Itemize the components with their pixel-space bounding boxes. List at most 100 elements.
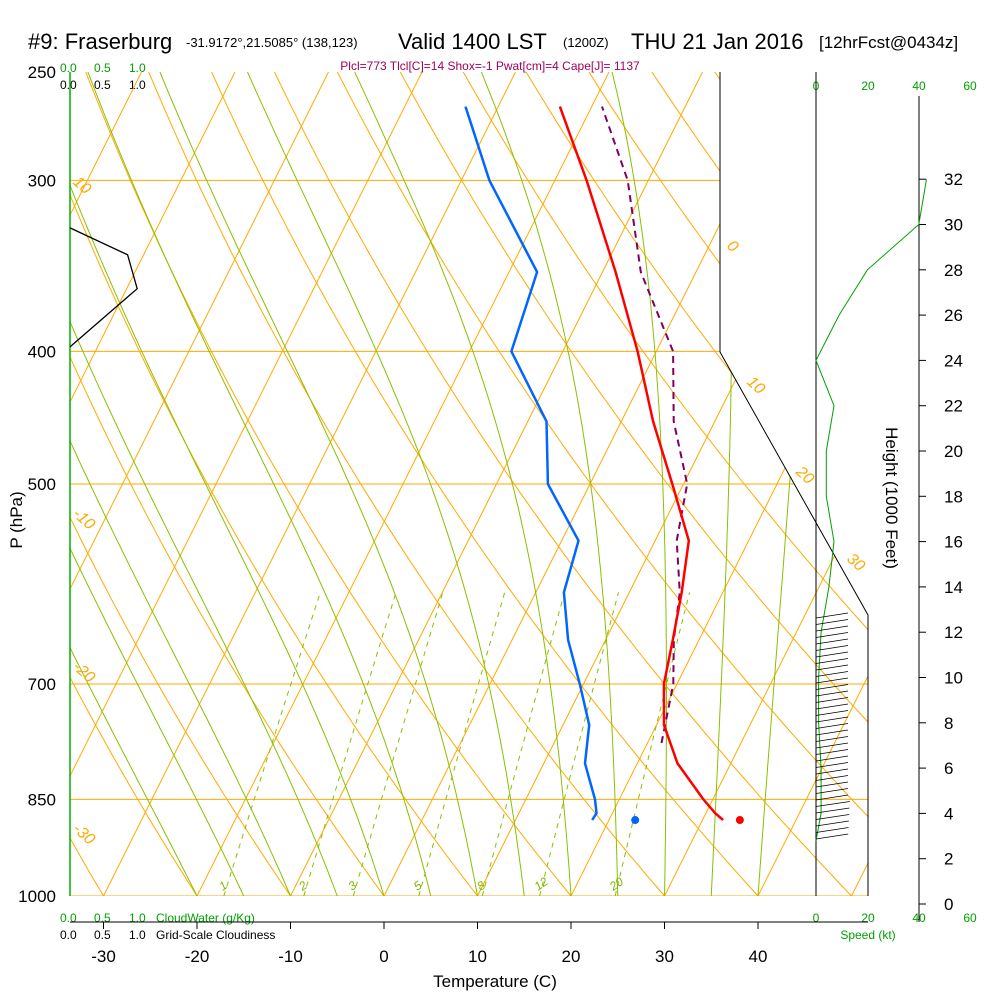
wind-barb — [816, 794, 849, 801]
moist-adiabat-line — [70, 72, 198, 896]
mixing-ratio-line — [223, 592, 321, 896]
right-boundary-line — [719, 72, 869, 896]
mixing-ratio-label: 12 — [532, 874, 551, 893]
height-tick-label: 12 — [944, 623, 963, 642]
dry-adiabat-line — [70, 72, 478, 896]
wind-barb — [816, 820, 849, 827]
height-tick-label: 30 — [944, 216, 963, 235]
speed-tick: 40 — [912, 79, 926, 93]
mixing-ratio-label: 2 — [295, 878, 310, 894]
isotherm-label: 10 — [743, 373, 768, 398]
height-tick-label: 10 — [944, 669, 963, 688]
wind-barb — [816, 814, 850, 820]
dewpoint-line — [464, 106, 598, 821]
temperature-tick-label: 0 — [379, 947, 388, 966]
height-tick-label: 8 — [944, 714, 953, 733]
wind-barb — [816, 762, 849, 768]
wind-barb — [816, 664, 849, 671]
pressure-tick-label: 850 — [28, 790, 56, 809]
wind-barb — [816, 645, 849, 651]
moist-adiabat-line — [611, 72, 667, 896]
height-tick-label: 26 — [944, 306, 963, 325]
dry-adiabat-line — [336, 72, 868, 896]
moist-adiabat-line — [70, 72, 338, 896]
isotherm-line — [664, 72, 868, 896]
dry-adiabat-line — [399, 72, 868, 896]
wind-barb — [816, 807, 850, 814]
speed-profile-line — [815, 179, 927, 841]
wind-barb — [816, 638, 849, 645]
mixing-ratio-line — [303, 592, 397, 896]
cloudwater-tick: 0.0 — [60, 911, 77, 925]
height-tick-label: 22 — [944, 397, 963, 416]
wind-barb — [816, 710, 849, 716]
cloudwater-profile-line — [69, 227, 138, 348]
sounding-curves — [69, 106, 744, 825]
valid-date: THU 21 Jan 2016 — [631, 29, 803, 54]
temperature-tick-label: 30 — [655, 947, 674, 966]
dry-adiabat-line — [148, 72, 665, 896]
speed-tick: 0 — [813, 911, 820, 925]
temperature-tick-label: 10 — [468, 947, 487, 966]
temperature-tick-label: 20 — [562, 947, 581, 966]
speed-tick: 60 — [963, 79, 977, 93]
wind-barb — [816, 697, 849, 703]
isotherm-line — [851, 72, 868, 896]
isotherm-label: 0 — [723, 237, 741, 256]
cloudwater-tick: 0.5 — [94, 911, 111, 925]
height-axis-title: Height (1000 Feet) — [882, 427, 901, 569]
speed-tick: 20 — [861, 911, 875, 925]
moist-adiabat-line — [70, 72, 245, 896]
mixing-ratio-line — [539, 592, 619, 896]
pressure-tick-label: 1000 — [18, 887, 56, 906]
wind-barb — [816, 716, 849, 723]
wind-barb — [816, 677, 849, 684]
wind-barb — [816, 199, 817, 200]
isotherm-line — [70, 72, 142, 896]
height-tick-label: 6 — [944, 759, 953, 778]
speed-tick: 60 — [963, 911, 977, 925]
wind-barb — [816, 690, 849, 697]
cloudwater-tick: 0.0 — [60, 61, 77, 75]
isotherm-label: -10 — [69, 505, 98, 533]
wind-barb — [816, 736, 849, 742]
pressure-tick-label: 300 — [28, 171, 56, 190]
isotherm-line — [70, 72, 236, 896]
dry-adiabat-line — [0, 72, 10, 896]
height-tick-label: 18 — [944, 487, 963, 506]
cloudiness-tick: 1.0 — [129, 928, 146, 942]
station-title: #9: Fraserburg — [28, 29, 172, 54]
zulu-time: (1200Z) — [563, 35, 609, 50]
wind-barb — [816, 833, 849, 840]
cloudwater-label: CloudWater (g/Kg) — [156, 911, 255, 925]
mixing-ratio-line — [614, 592, 691, 896]
wind-barb — [816, 723, 849, 729]
height-tick-label: 28 — [944, 261, 963, 280]
wind-barb — [816, 827, 849, 833]
wind-barb — [816, 742, 849, 749]
dry-adiabat-line — [70, 72, 198, 896]
height-tick-label: 32 — [944, 170, 963, 189]
isotherm-line — [70, 72, 423, 896]
cloudiness-tick: 0.0 — [60, 928, 77, 942]
height-tick-label: 0 — [944, 895, 953, 914]
isotherm-label: 20 — [792, 463, 817, 488]
cloudwater-tick: 1.0 — [129, 61, 146, 75]
cloudwater-scale-bottom: 0.0 0.5 1.0 CloudWater (g/Kg) 0.0 0.5 1.… — [60, 911, 275, 942]
speed-tick: 20 — [861, 79, 875, 93]
height-tick-label: 4 — [944, 804, 953, 823]
x-axis-title: Temperature (C) — [433, 972, 557, 991]
y-axis-title: P (hPa) — [7, 491, 26, 548]
wind-barb — [816, 619, 849, 625]
moist-adiabat-line — [247, 72, 525, 896]
wind-barb — [816, 612, 849, 619]
isotherm-line — [290, 72, 703, 896]
wind-barb — [816, 729, 849, 736]
wind-panel — [815, 79, 927, 841]
moist-adiabat-line — [70, 72, 385, 896]
temperature-tick-label: -10 — [278, 947, 303, 966]
cloudiness-tick: 0.5 — [94, 78, 111, 92]
wind-barb — [816, 703, 849, 710]
